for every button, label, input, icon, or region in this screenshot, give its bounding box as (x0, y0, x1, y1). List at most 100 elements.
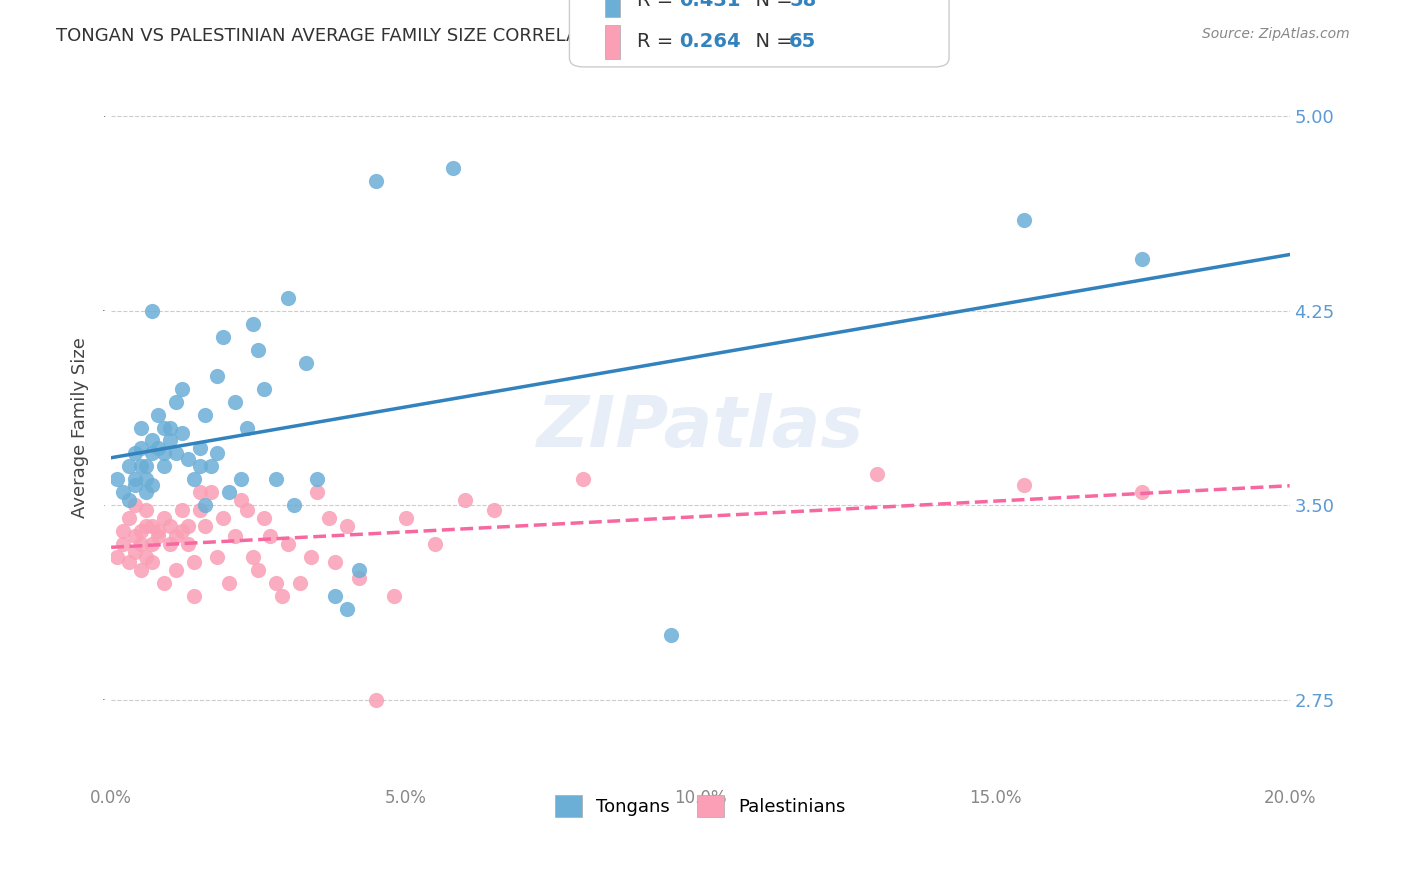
Point (1130, 485, 1153, 500)
Point (347, 571, 370, 585)
Point (129, 524, 152, 539)
Point (170, 382, 193, 396)
Point (124, 498, 146, 512)
Point (242, 317, 264, 331)
Text: N =: N = (742, 32, 799, 52)
Point (141, 434, 163, 448)
Point (366, 174, 388, 188)
Point (288, 576, 311, 591)
Point (242, 550, 264, 565)
Point (165, 446, 187, 460)
Point (135, 503, 157, 517)
Point (183, 555, 205, 569)
Point (188, 485, 211, 500)
Text: R =: R = (637, 32, 679, 52)
Point (453, 493, 475, 508)
Text: Source: ZipAtlas.com: Source: ZipAtlas.com (1202, 27, 1350, 41)
Point (188, 442, 211, 456)
Point (111, 524, 134, 539)
Text: 65: 65 (789, 32, 817, 52)
Point (177, 451, 200, 466)
Point (159, 519, 181, 533)
Point (866, 467, 889, 482)
Point (1014, 213, 1036, 227)
Point (124, 472, 146, 486)
Point (277, 537, 299, 551)
Point (129, 420, 152, 434)
Legend: Tongans, Palestinians: Tongans, Palestinians (547, 788, 853, 824)
Point (165, 394, 187, 409)
Point (323, 589, 346, 603)
Point (159, 537, 181, 551)
Point (307, 485, 329, 500)
Point (253, 382, 276, 396)
Point (659, 628, 682, 642)
Point (183, 472, 205, 486)
Point (153, 511, 176, 525)
Point (141, 519, 163, 533)
Point (1130, 252, 1153, 266)
Point (148, 408, 170, 422)
Point (153, 459, 176, 474)
Point (395, 511, 418, 525)
Point (170, 524, 193, 539)
Point (153, 446, 176, 460)
Point (336, 519, 359, 533)
Point (229, 493, 252, 508)
Point (247, 563, 270, 577)
Point (135, 550, 157, 565)
Point (165, 529, 187, 543)
Point (170, 425, 193, 440)
Point (336, 602, 359, 616)
Point (188, 503, 211, 517)
Point (153, 420, 176, 434)
Point (135, 485, 157, 500)
Point (141, 477, 163, 491)
Text: N =: N = (742, 0, 799, 10)
Point (118, 493, 141, 508)
Point (425, 537, 447, 551)
Point (170, 503, 193, 517)
Point (571, 472, 593, 486)
Y-axis label: Average Family Size: Average Family Size (72, 337, 89, 518)
Point (141, 537, 163, 551)
Point (129, 563, 152, 577)
Text: 58: 58 (789, 0, 817, 10)
Point (105, 472, 128, 486)
Point (111, 537, 134, 551)
Point (194, 498, 217, 512)
Point (218, 485, 240, 500)
Point (212, 511, 235, 525)
Point (200, 459, 222, 474)
Point (441, 161, 464, 176)
Point (224, 394, 246, 409)
Point (318, 511, 340, 525)
Text: R =: R = (637, 0, 679, 10)
Point (159, 434, 181, 448)
Point (129, 537, 152, 551)
Point (301, 550, 323, 565)
Point (124, 477, 146, 491)
Point (194, 519, 217, 533)
Point (382, 589, 405, 603)
Point (271, 589, 294, 603)
Point (247, 343, 270, 357)
Point (229, 472, 252, 486)
Text: 0.431: 0.431 (679, 0, 741, 10)
Point (124, 529, 146, 543)
Point (135, 519, 157, 533)
Point (283, 498, 305, 512)
Point (124, 446, 146, 460)
Point (141, 303, 163, 318)
Point (307, 472, 329, 486)
Point (294, 356, 316, 370)
Point (153, 576, 176, 591)
Point (212, 330, 235, 344)
Point (111, 485, 134, 500)
Point (148, 524, 170, 539)
Text: ZIPatlas: ZIPatlas (537, 393, 865, 462)
Point (135, 472, 157, 486)
Point (253, 511, 276, 525)
Point (323, 555, 346, 569)
Point (224, 529, 246, 543)
